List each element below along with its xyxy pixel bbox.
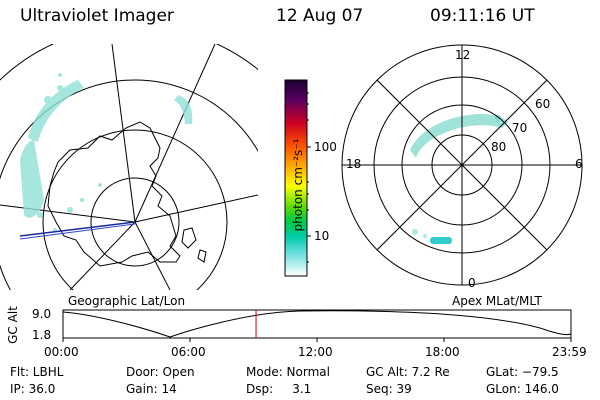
aurora-oval	[410, 114, 508, 244]
coastline	[47, 121, 181, 267]
mlt-axis	[376, 79, 548, 251]
info-gain: Gain: 14	[126, 382, 177, 396]
mlt-label-18: 18	[346, 157, 362, 171]
mlt-label-6: 6	[575, 157, 583, 171]
mlat-label-60: 60	[535, 97, 551, 111]
orbit-frame	[62, 309, 572, 339]
info-seq: Seq: 39	[366, 382, 412, 396]
orbit-ylabel: GC Alt	[6, 306, 20, 344]
aurora-emission	[20, 73, 193, 232]
colorbar	[284, 79, 308, 277]
mlt-label-12: 12	[455, 48, 471, 62]
app-title: Ultraviolet Imager	[20, 6, 174, 26]
colorbar-tick-10: 10	[314, 229, 330, 243]
colorbar-unit-label: photon cm⁻²s⁻¹	[291, 138, 305, 232]
orbit-xtick: 23:59	[552, 345, 587, 359]
info-ip: IP: 36.0	[10, 382, 56, 396]
coastline-islands	[181, 227, 207, 263]
geo-caption: Geographic Lat/Lon	[68, 294, 186, 308]
colorbar-minor-ticks	[307, 92, 309, 263]
info-door: Door: Open	[126, 365, 195, 379]
lat-circle	[42, 129, 228, 290]
satellite-track	[19, 221, 136, 237]
orbit-xticks	[62, 338, 572, 342]
meridian-line	[134, 194, 258, 223]
lat-circle	[0, 44, 258, 81]
info-glat: GLat: −79.5	[486, 365, 559, 379]
orbit-ytick-bottom: 1.8	[32, 328, 52, 342]
orbit-xtick: 06:00	[171, 345, 206, 359]
geographic-map	[0, 44, 258, 290]
info-dsp: Dsp: 3.1	[246, 382, 312, 396]
info-flt: Flt: LBHL	[10, 365, 64, 379]
polar-plot	[341, 44, 583, 286]
lat-circle	[0, 79, 258, 290]
satellite-track	[19, 223, 136, 240]
time-label: 09:11:16 UT	[430, 6, 535, 26]
mlat-label-80: 80	[491, 140, 507, 154]
mlt-label-0: 0	[468, 276, 476, 290]
orbit-xtick: 18:00	[425, 345, 460, 359]
mlat-label-70: 70	[512, 121, 528, 135]
orbit-xtick: 00:00	[44, 345, 79, 359]
lat-circle	[90, 177, 180, 267]
meridian-line	[69, 221, 136, 290]
altitude-curve	[62, 310, 572, 338]
info-gcalt: GC Alt: 7.2 Re	[366, 365, 450, 379]
orbit-plot	[62, 309, 572, 342]
orbit-ytick-top: 9.0	[32, 307, 52, 321]
date-label: 12 Aug 07	[276, 6, 364, 26]
meridian-line	[0, 204, 136, 223]
apex-caption: Apex MLat/MLT	[452, 294, 542, 308]
colorbar-tick-100: 100	[314, 140, 337, 154]
meridian-line	[134, 44, 216, 223]
orbit-xtick: 12:00	[298, 345, 333, 359]
info-glon: GLon: 146.0	[486, 382, 559, 396]
info-mode: Mode: Normal	[246, 365, 330, 379]
meridian-line	[111, 44, 136, 223]
